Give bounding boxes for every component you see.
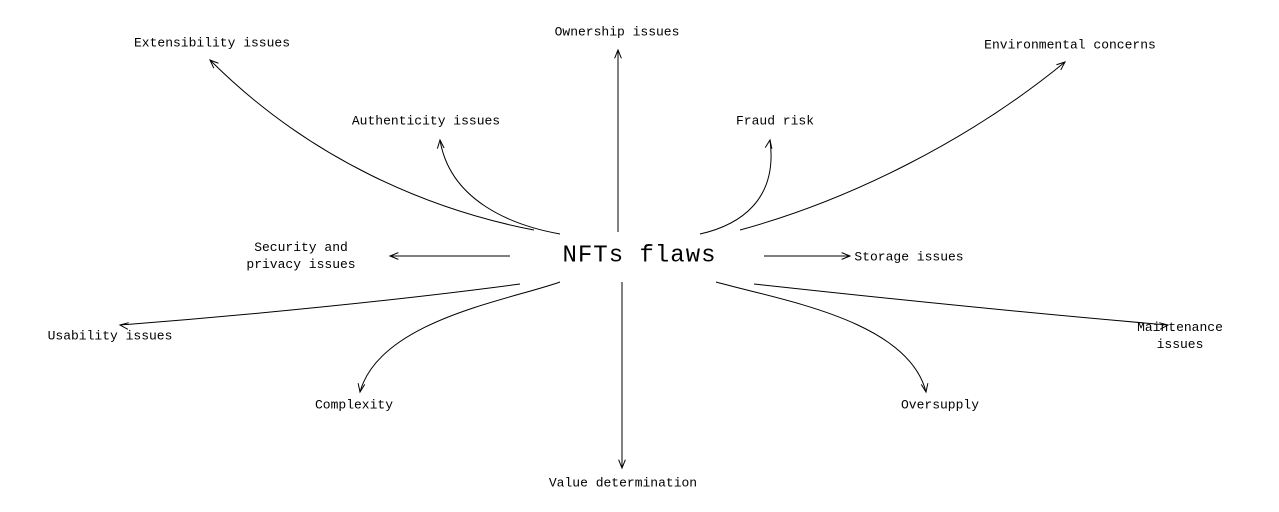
edge-complexity <box>360 282 560 392</box>
edge-fraud <box>700 140 771 234</box>
node-value: Value determination <box>549 476 697 493</box>
node-authenticity: Authenticity issues <box>352 114 500 131</box>
node-usability: Usability issues <box>48 329 173 346</box>
node-complexity: Complexity <box>315 398 393 415</box>
center-node: NFTs flaws <box>562 243 716 270</box>
node-security: Security and privacy issues <box>246 240 355 274</box>
node-storage: Storage issues <box>854 250 963 267</box>
edge-extensibility <box>210 60 534 230</box>
edge-environmental <box>740 62 1065 230</box>
edge-oversupply <box>716 282 926 392</box>
node-oversupply: Oversupply <box>901 398 979 415</box>
mind-map-diagram: NFTs flaws Extensibility issues Ownership… <box>0 0 1279 512</box>
edge-maintenance <box>754 284 1168 325</box>
node-ownership: Ownership issues <box>555 25 680 42</box>
node-maintenance: Maintenance issues <box>1131 320 1230 354</box>
edge-usability <box>120 284 520 325</box>
node-fraud: Fraud risk <box>736 114 814 131</box>
node-extensibility: Extensibility issues <box>134 36 290 53</box>
node-environmental: Environmental concerns <box>984 38 1156 55</box>
edge-authenticity <box>440 140 560 234</box>
